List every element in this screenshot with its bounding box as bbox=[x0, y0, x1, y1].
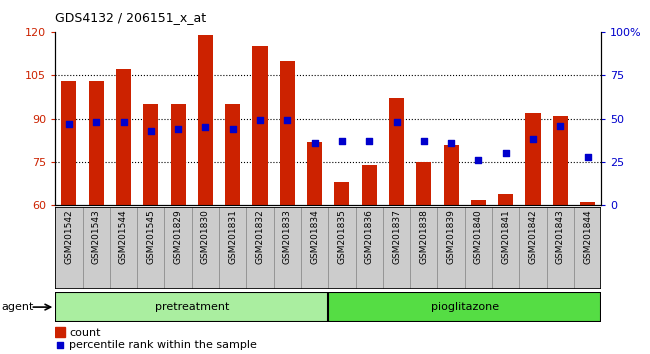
Point bbox=[555, 123, 566, 129]
Bar bbox=[55, 327, 65, 337]
Text: GSM201841: GSM201841 bbox=[501, 210, 510, 264]
Point bbox=[227, 126, 238, 132]
Point bbox=[282, 118, 293, 123]
Bar bbox=[443, 144, 459, 205]
FancyBboxPatch shape bbox=[274, 207, 301, 289]
Point bbox=[309, 140, 320, 146]
Text: GSM201837: GSM201837 bbox=[392, 210, 401, 264]
Text: GSM201835: GSM201835 bbox=[337, 210, 346, 264]
Text: GSM201842: GSM201842 bbox=[528, 210, 538, 264]
Text: GDS4132 / 206151_x_at: GDS4132 / 206151_x_at bbox=[55, 11, 207, 24]
Text: pioglitazone: pioglitazone bbox=[431, 302, 499, 312]
Point bbox=[55, 342, 66, 348]
Text: count: count bbox=[70, 327, 101, 338]
Text: GSM201838: GSM201838 bbox=[419, 210, 428, 264]
Text: GSM201831: GSM201831 bbox=[228, 210, 237, 264]
Point bbox=[173, 126, 183, 132]
Bar bbox=[580, 202, 595, 205]
Bar bbox=[198, 35, 213, 205]
Point bbox=[364, 138, 374, 144]
Text: pretreatment: pretreatment bbox=[155, 302, 229, 312]
Text: GSM201843: GSM201843 bbox=[556, 210, 565, 264]
Text: GSM201542: GSM201542 bbox=[64, 210, 73, 264]
Point bbox=[528, 137, 538, 142]
FancyBboxPatch shape bbox=[492, 207, 519, 289]
FancyBboxPatch shape bbox=[246, 207, 274, 289]
Text: GSM201836: GSM201836 bbox=[365, 210, 374, 264]
FancyBboxPatch shape bbox=[219, 207, 246, 289]
FancyBboxPatch shape bbox=[383, 207, 410, 289]
Bar bbox=[280, 61, 295, 205]
Bar bbox=[225, 104, 240, 205]
Bar bbox=[328, 292, 601, 322]
FancyBboxPatch shape bbox=[465, 207, 492, 289]
Point bbox=[64, 121, 74, 127]
Point bbox=[255, 118, 265, 123]
FancyBboxPatch shape bbox=[83, 207, 110, 289]
Text: GSM201544: GSM201544 bbox=[119, 210, 128, 264]
Text: GSM201543: GSM201543 bbox=[92, 210, 101, 264]
Text: GSM201829: GSM201829 bbox=[174, 210, 183, 264]
Point bbox=[500, 150, 511, 156]
Text: GSM201834: GSM201834 bbox=[310, 210, 319, 264]
FancyBboxPatch shape bbox=[410, 207, 437, 289]
Point bbox=[391, 119, 402, 125]
Point bbox=[118, 119, 129, 125]
Bar bbox=[416, 162, 432, 205]
Point bbox=[91, 119, 101, 125]
FancyBboxPatch shape bbox=[110, 207, 137, 289]
Text: GSM201832: GSM201832 bbox=[255, 210, 265, 264]
Bar bbox=[552, 116, 568, 205]
Point bbox=[582, 154, 593, 160]
Text: GSM201839: GSM201839 bbox=[447, 210, 456, 264]
FancyBboxPatch shape bbox=[328, 207, 356, 289]
Text: GSM201545: GSM201545 bbox=[146, 210, 155, 264]
Point bbox=[146, 128, 156, 133]
Text: agent: agent bbox=[1, 302, 34, 312]
Bar bbox=[252, 46, 268, 205]
Bar bbox=[361, 165, 377, 205]
FancyBboxPatch shape bbox=[547, 207, 574, 289]
Bar bbox=[334, 182, 350, 205]
FancyBboxPatch shape bbox=[164, 207, 192, 289]
FancyBboxPatch shape bbox=[519, 207, 547, 289]
Text: GSM201844: GSM201844 bbox=[583, 210, 592, 264]
Bar bbox=[525, 113, 541, 205]
Bar bbox=[55, 292, 328, 322]
FancyBboxPatch shape bbox=[437, 207, 465, 289]
FancyBboxPatch shape bbox=[574, 207, 601, 289]
Bar bbox=[170, 104, 186, 205]
Bar bbox=[116, 69, 131, 205]
FancyBboxPatch shape bbox=[137, 207, 164, 289]
Bar bbox=[471, 200, 486, 205]
Bar bbox=[307, 142, 322, 205]
Text: GSM201840: GSM201840 bbox=[474, 210, 483, 264]
Bar bbox=[61, 81, 77, 205]
Text: GSM201830: GSM201830 bbox=[201, 210, 210, 264]
Point bbox=[337, 138, 347, 144]
Text: GSM201833: GSM201833 bbox=[283, 210, 292, 264]
Bar bbox=[389, 98, 404, 205]
Point bbox=[419, 138, 429, 144]
Bar bbox=[498, 194, 514, 205]
FancyBboxPatch shape bbox=[55, 207, 83, 289]
FancyBboxPatch shape bbox=[192, 207, 219, 289]
FancyBboxPatch shape bbox=[301, 207, 328, 289]
Point bbox=[446, 140, 456, 146]
Bar bbox=[143, 104, 159, 205]
FancyBboxPatch shape bbox=[356, 207, 383, 289]
Text: percentile rank within the sample: percentile rank within the sample bbox=[70, 340, 257, 350]
Bar bbox=[88, 81, 104, 205]
Point bbox=[200, 125, 211, 130]
Point bbox=[473, 158, 484, 163]
